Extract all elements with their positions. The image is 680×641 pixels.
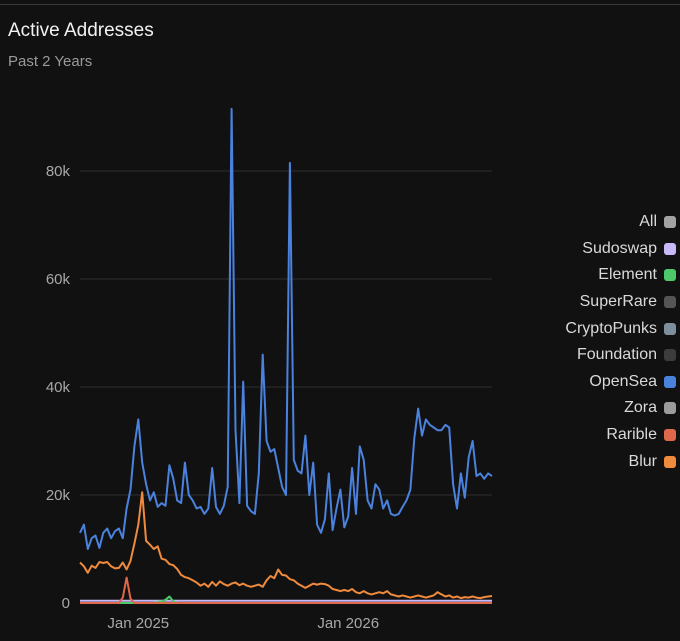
legend-swatch xyxy=(664,296,676,309)
legend-swatch xyxy=(664,402,676,415)
legend-item-all[interactable]: All xyxy=(639,209,676,236)
legend-label: All xyxy=(639,213,657,231)
legend-label: Blur xyxy=(628,452,657,470)
legend: All Sudoswap Element SuperRare CryptoPunks Fo… xyxy=(565,209,676,475)
legend-swatch xyxy=(664,242,676,255)
top-divider xyxy=(0,4,680,5)
y-tick-label: 40k xyxy=(46,379,71,396)
x-axis-ticks: Jan 2025 Jan 2026 xyxy=(107,615,379,632)
legend-label: CryptoPunks xyxy=(565,319,657,337)
gridlines xyxy=(80,170,492,604)
legend-item-blur[interactable]: Blur xyxy=(629,448,676,475)
y-tick-label: 60k xyxy=(46,271,71,288)
series-line-rarible xyxy=(80,576,492,604)
legend-item-superrare[interactable]: SuperRare xyxy=(580,289,676,316)
legend-item-rarible[interactable]: Rarible xyxy=(606,422,676,449)
legend-swatch xyxy=(664,216,676,229)
y-tick-label: 20k xyxy=(46,487,71,504)
x-tick-label: Jan 2026 xyxy=(317,615,379,632)
legend-item-opensea[interactable]: OpenSea xyxy=(589,369,676,396)
legend-swatch xyxy=(664,455,676,468)
legend-label: Sudoswap xyxy=(582,239,657,257)
legend-swatch xyxy=(664,429,676,442)
chart-subtitle: Past 2 Years xyxy=(8,53,93,70)
series-line-opensea xyxy=(79,107,493,550)
legend-label: Element xyxy=(598,266,657,284)
legend-label: Rarible xyxy=(606,426,657,444)
chart-title: Active Addresses xyxy=(8,20,154,41)
legend-label: Foundation xyxy=(576,346,657,364)
series-line-blur xyxy=(79,491,493,600)
legend-item-cryptopunks[interactable]: CryptoPunks xyxy=(565,315,676,342)
series-lines xyxy=(79,107,493,604)
legend-item-foundation[interactable]: Foundation xyxy=(577,342,676,369)
y-tick-label: 80k xyxy=(46,163,71,180)
y-axis-ticks: 0 20k 40k 60k 80k xyxy=(46,163,71,612)
legend-item-zora[interactable]: Zora xyxy=(624,395,676,422)
x-tick-label: Jan 2025 xyxy=(107,615,169,632)
legend-swatch xyxy=(664,375,676,388)
legend-label: SuperRare xyxy=(579,293,657,311)
y-tick-label: 0 xyxy=(62,595,70,612)
legend-swatch xyxy=(664,322,676,335)
legend-item-sudoswap[interactable]: Sudoswap xyxy=(582,236,676,263)
legend-label: OpenSea xyxy=(589,372,657,390)
legend-label: Zora xyxy=(624,399,657,417)
legend-swatch xyxy=(664,269,676,282)
legend-swatch xyxy=(664,349,676,362)
legend-item-element[interactable]: Element xyxy=(598,262,676,289)
